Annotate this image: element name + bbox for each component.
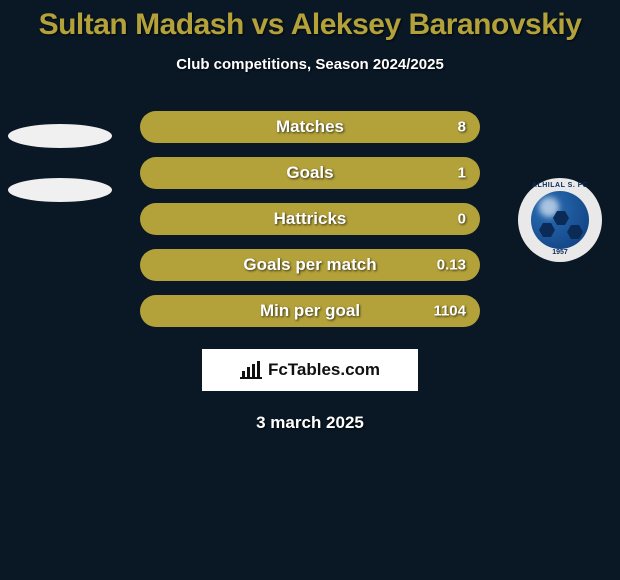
stat-bar-label: Matches: [276, 117, 344, 137]
player-ellipse-icon: [8, 124, 112, 148]
stat-bar-value: 1: [458, 165, 466, 182]
stat-bar-label: Goals per match: [243, 255, 376, 275]
stat-bar: Hattricks 0: [140, 203, 480, 235]
subtitle: Club competitions, Season 2024/2025: [0, 56, 620, 73]
stat-bar: Goals per match 0.13: [140, 249, 480, 281]
brand-text: FcTables.com: [268, 360, 380, 380]
stat-bar: Goals 1: [140, 157, 480, 189]
stat-bar-value: 0.13: [437, 257, 466, 274]
brand-box: FcTables.com: [202, 349, 418, 391]
stat-bar: Matches 8: [140, 111, 480, 143]
club-badge: ALHILAL S. FC 1957: [518, 178, 602, 262]
club-badge-text: ALHILAL S. FC: [518, 182, 602, 189]
stat-bar-value: 8: [458, 119, 466, 136]
stat-bar-label: Goals: [286, 163, 333, 183]
player-ellipse-icon: [8, 178, 112, 202]
stat-bar-value: 0: [458, 211, 466, 228]
stat-bar-value: 1104: [433, 303, 466, 320]
club-badge-ball-icon: [531, 191, 589, 249]
left-ellipse-stack: [8, 124, 112, 202]
club-badge-year: 1957: [518, 249, 602, 256]
stat-bar: Min per goal 1104: [140, 295, 480, 327]
footer-date: 3 march 2025: [0, 413, 620, 433]
page-title: Sultan Madash vs Aleksey Baranovskiy: [0, 0, 620, 42]
bar-chart-icon: [240, 361, 262, 379]
stat-bar-label: Min per goal: [260, 301, 360, 321]
stat-bar-label: Hattricks: [274, 209, 347, 229]
